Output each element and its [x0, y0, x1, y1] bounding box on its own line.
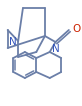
Text: N: N: [52, 44, 59, 54]
Text: O: O: [73, 24, 81, 34]
Text: N: N: [9, 37, 17, 47]
